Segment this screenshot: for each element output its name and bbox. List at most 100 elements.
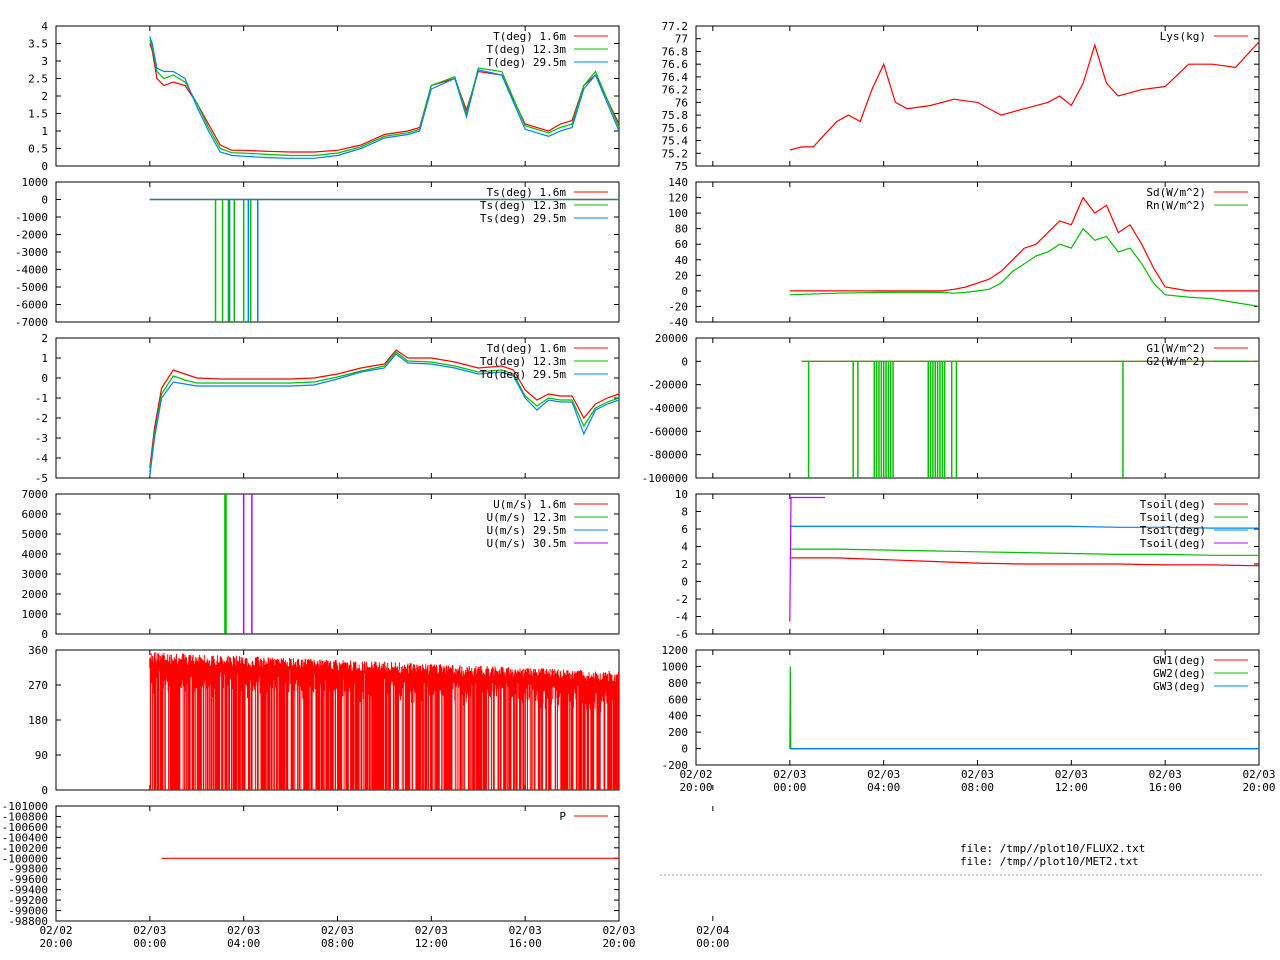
y-tick-label: -3 xyxy=(35,432,48,445)
legend-label: Ts(deg) 1.6m xyxy=(487,186,567,199)
plot-frame xyxy=(695,25,1260,167)
panel-Ts: 10000-1000-2000-3000-4000-5000-6000-7000… xyxy=(15,176,714,329)
y-tick-label: 0 xyxy=(681,743,688,756)
y-tick-label: -99600 xyxy=(8,873,48,886)
y-tick-label: 0.5 xyxy=(28,143,48,156)
y-tick-label: 1 xyxy=(41,352,48,365)
y-tick-label: 1000 xyxy=(662,660,689,673)
y-tick-label: 270 xyxy=(28,679,48,692)
series-line xyxy=(149,652,619,790)
y-tick-label: 6000 xyxy=(22,508,49,521)
x-tick-label-time: 00:00 xyxy=(133,937,166,950)
x-tick-label-date: 02/03 xyxy=(321,924,354,937)
y-tick-label: 1000 xyxy=(22,176,49,189)
x-tick-label-date: 02/02 xyxy=(679,768,712,781)
legend-label: T(deg) 29.5m xyxy=(487,56,567,69)
y-tick-label: 200 xyxy=(668,726,688,739)
x-tick-label-date: 02/03 xyxy=(1149,768,1182,781)
x-tick-label-time: 20:00 xyxy=(602,937,635,950)
y-tick-label: -20000 xyxy=(648,379,688,392)
y-tick-label: 75 xyxy=(675,160,688,173)
series-line xyxy=(149,353,619,477)
y-tick-label: -99000 xyxy=(8,905,48,918)
y-tick-label: 90 xyxy=(35,749,48,762)
series-Tsoil-0 xyxy=(789,557,1259,567)
x-tick-label-time: 20:00 xyxy=(679,781,712,794)
y-tick-label: -100800 xyxy=(2,810,48,823)
legend-label: GW2(deg) xyxy=(1153,667,1206,680)
legend-label: T(deg) 12.3m xyxy=(487,43,567,56)
x-tick-label-time: 08:00 xyxy=(961,781,994,794)
y-tick-label: 0 xyxy=(41,160,48,173)
y-tick-label: 2 xyxy=(681,558,688,571)
y-tick-label: -4 xyxy=(675,611,689,624)
series-U-1 xyxy=(149,494,619,634)
y-tick-label: 180 xyxy=(28,714,48,727)
y-tick-label: -3000 xyxy=(15,246,48,259)
x-tick-label-time: 12:00 xyxy=(1055,781,1088,794)
legend-label: Rn(W/m^2) xyxy=(1146,199,1206,212)
series-Lys-0 xyxy=(789,41,1259,151)
x-tick-label-date: 02/03 xyxy=(602,924,635,937)
x-tick-label-date: 02/02 xyxy=(39,924,72,937)
legend-label: G1(W/m^2) xyxy=(1146,342,1206,355)
legend-label: GW1(deg) xyxy=(1153,654,1206,667)
legend-label: Tsoil(deg) xyxy=(1140,524,1206,537)
y-tick-label: -80000 xyxy=(648,449,688,462)
y-tick-label: 80 xyxy=(675,223,688,236)
y-tick-label: -40 xyxy=(668,316,688,329)
y-tick-label: -6000 xyxy=(15,299,48,312)
legend-label: Lys(kg) xyxy=(1160,30,1206,43)
x-tick-label-time: 04:00 xyxy=(867,781,900,794)
series-G-1 xyxy=(801,360,1259,478)
y-tick-label: -100200 xyxy=(2,842,48,855)
legend-label: Tsoil(deg) xyxy=(1140,498,1206,511)
y-tick-label: 0 xyxy=(41,194,48,207)
y-tick-label: -100600 xyxy=(2,821,48,834)
y-tick-label: 120 xyxy=(668,192,688,205)
y-tick-label: 7000 xyxy=(22,488,49,501)
y-tick-label: -99400 xyxy=(8,884,48,897)
legend-label: Ts(deg) 12.3m xyxy=(480,199,566,212)
series-line xyxy=(149,351,619,473)
y-tick-label: 4000 xyxy=(22,548,49,561)
panel-G: 20000 0 -20000 -40000 -60000 -80000 -100000 G1(… xyxy=(642,332,1260,485)
series-line xyxy=(789,227,1259,307)
x-tick-label-date: 02/03 xyxy=(1055,768,1088,781)
series-WD-0 xyxy=(149,652,619,790)
y-tick-label: 76.8 xyxy=(662,45,689,58)
y-tick-label: 400 xyxy=(668,710,688,723)
x-tick-label-date: 02/03 xyxy=(509,924,542,937)
y-tick-label: 75.2 xyxy=(662,147,689,160)
y-tick-label: -2000 xyxy=(15,229,48,242)
legend-label: Sd(W/m^2) xyxy=(1146,186,1206,199)
x-tick-label-date: 02/03 xyxy=(415,924,448,937)
y-tick-label: 2 xyxy=(41,332,48,345)
y-tick-label: -100000 xyxy=(2,852,48,865)
y-tick-label: -99200 xyxy=(8,894,48,907)
y-tick-label: 3.5 xyxy=(28,38,48,51)
y-tick-label: 0 xyxy=(41,628,48,641)
series-T-2 xyxy=(149,36,619,159)
series-Rad-0 xyxy=(789,196,1259,292)
x-tick-label-date: 02/03 xyxy=(1242,768,1275,781)
legend-label: U(m/s) 29.5m xyxy=(487,524,567,537)
y-tick-label: 76.4 xyxy=(662,71,689,84)
series-Ts-2 xyxy=(149,198,619,322)
file-note: file: /tmp//plot10/FLUX2.txt xyxy=(960,842,1145,855)
legend-label: T(deg) 1.6m xyxy=(493,30,566,43)
y-tick-label: 40 xyxy=(675,254,688,267)
y-tick-label: -98800 xyxy=(8,915,48,928)
series-line xyxy=(789,525,1259,529)
x-tick-label-time: 16:00 xyxy=(509,937,542,950)
panel-Tsoil: 1086420-2-4-6Tsoil(deg)Tsoil(deg)Tsoil(d… xyxy=(675,488,1260,641)
legend-label: Tsoil(deg) xyxy=(1140,511,1206,524)
y-tick-label: -200 xyxy=(662,759,689,772)
series-line xyxy=(149,349,619,469)
y-tick-label: 10 xyxy=(675,488,688,501)
series-line xyxy=(789,548,1259,556)
x-tick-label-date: 02/03 xyxy=(773,768,806,781)
panel-P: -101000-100800-100600-100400-100200-1000… xyxy=(2,800,730,950)
y-tick-label: 600 xyxy=(668,693,688,706)
